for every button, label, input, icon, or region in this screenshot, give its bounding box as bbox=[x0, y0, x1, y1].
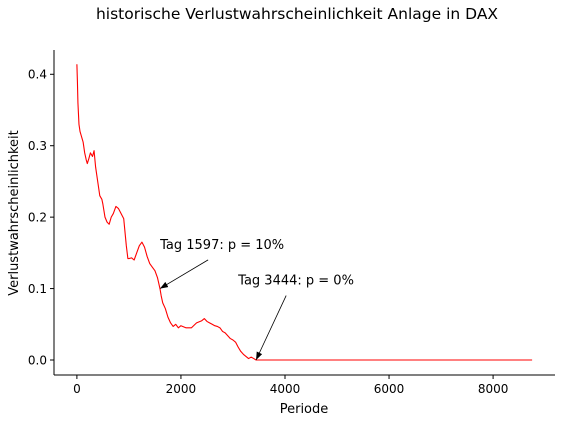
annotation-arrow-0 bbox=[159, 259, 209, 289]
plot-area bbox=[76, 64, 533, 361]
y-tick-label: 0.3 bbox=[28, 139, 47, 153]
y-ticks: 0.0 0.1 0.2 0.3 0.4 bbox=[28, 68, 54, 367]
x-axis-label: Periode bbox=[280, 402, 329, 417]
y-tick-label: 0.2 bbox=[28, 210, 47, 224]
x-tick-label: 0 bbox=[73, 382, 81, 396]
x-ticks: 0 2000 4000 6000 8000 bbox=[73, 375, 508, 396]
x-tick-label: 6000 bbox=[374, 382, 405, 396]
series-line-0 bbox=[76, 64, 533, 361]
x-tick-label: 4000 bbox=[270, 382, 301, 396]
y-tick-label: 0.4 bbox=[28, 68, 47, 82]
y-tick-label: 0.1 bbox=[28, 282, 47, 296]
y-axis-label: Verlustwahrscheinlichkeit bbox=[7, 130, 22, 296]
annotation-text-1: Tag 3444: p = 0% bbox=[237, 274, 354, 289]
annotations: Tag 1597: p = 10% Tag 3444: p = 0% bbox=[159, 238, 354, 361]
chart-title: historische Verlustwahrscheinlichkeit An… bbox=[96, 5, 498, 23]
annotation-arrow-1 bbox=[255, 295, 287, 361]
x-tick-label: 8000 bbox=[478, 382, 509, 396]
x-tick-label: 2000 bbox=[166, 382, 197, 396]
annotation-text-0: Tag 1597: p = 10% bbox=[159, 238, 284, 253]
y-tick-label: 0.0 bbox=[28, 353, 47, 367]
